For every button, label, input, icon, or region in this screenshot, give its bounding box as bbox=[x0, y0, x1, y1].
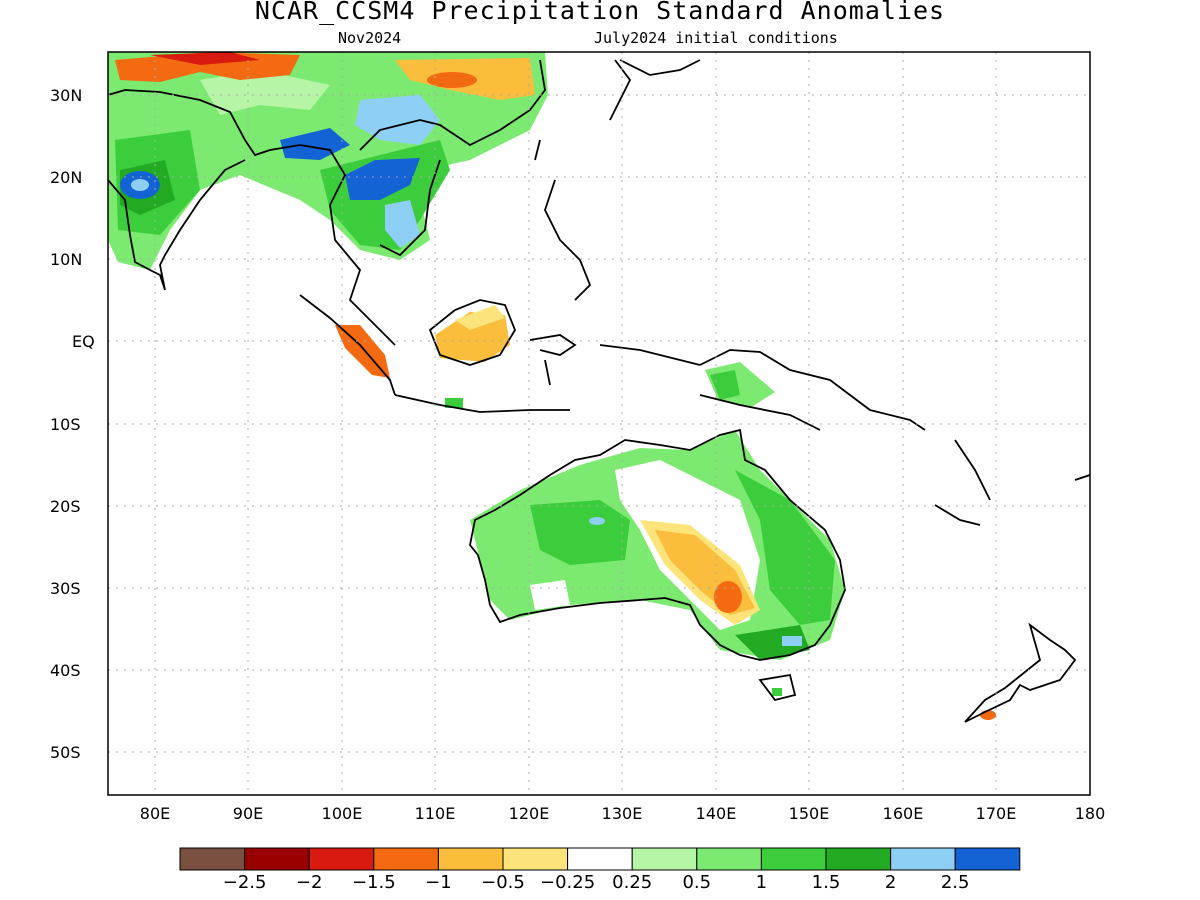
lat-label: 20N bbox=[50, 168, 83, 187]
colorbar-swatch bbox=[696, 847, 762, 871]
lon-label: 130E bbox=[601, 804, 643, 823]
lon-label: 160E bbox=[882, 804, 924, 823]
lon-label: 170E bbox=[975, 804, 1017, 823]
australia-se-light-blue bbox=[782, 636, 802, 646]
australia-south-white bbox=[530, 580, 570, 610]
borneo-orange bbox=[435, 312, 510, 362]
lon-label: 80E bbox=[139, 804, 171, 823]
colorbar-label: 2.5 bbox=[940, 872, 970, 893]
asia-light-green bbox=[200, 70, 330, 115]
himalaya-dark-red bbox=[150, 52, 260, 65]
tasmania-green bbox=[772, 688, 782, 696]
colorbar-label: 1.5 bbox=[811, 872, 841, 893]
colorbar-swatch bbox=[502, 847, 569, 871]
australia-light-blue bbox=[589, 517, 605, 525]
colorbar-swatch bbox=[373, 847, 439, 871]
colorbar-label: 2 bbox=[884, 872, 897, 893]
lon-label: 180 bbox=[1074, 804, 1106, 823]
colorbar-swatch bbox=[179, 847, 246, 871]
colorbar-swatch bbox=[437, 847, 504, 871]
initial-conditions: July2024 initial conditions bbox=[594, 29, 838, 47]
forecast-month: Nov2024 bbox=[338, 29, 402, 47]
lon-label: 90E bbox=[232, 804, 264, 823]
colorbar-label: −1.5 bbox=[351, 872, 396, 893]
lat-label: 10N bbox=[50, 250, 83, 269]
colorbar-swatch bbox=[825, 847, 892, 871]
lat-label: 40S bbox=[50, 661, 81, 680]
coastlines bbox=[108, 59, 1090, 723]
colorbar-swatch bbox=[308, 847, 375, 871]
colorbar-swatch bbox=[760, 847, 827, 871]
colorbar-label: −2.5 bbox=[222, 872, 267, 893]
tibet-blue bbox=[280, 128, 350, 160]
lat-label: 30N bbox=[50, 86, 83, 105]
colorbar-swatch bbox=[567, 847, 633, 871]
australia-orange-core bbox=[714, 581, 742, 613]
colorbar-label: 0.25 bbox=[612, 872, 653, 893]
colorbar-swatch bbox=[954, 847, 1021, 871]
lat-label: EQ bbox=[72, 332, 95, 351]
chart-title: NCAR_CCSM4 Precipitation Standard Anomal… bbox=[254, 0, 946, 25]
indochina-blue bbox=[345, 158, 420, 200]
lat-label: 50S bbox=[50, 743, 81, 762]
java-green bbox=[445, 398, 463, 408]
colorbar-label: −2 bbox=[295, 872, 323, 893]
australia-east-green bbox=[735, 470, 835, 625]
lat-label: 20S bbox=[50, 497, 81, 516]
lat-label: 30S bbox=[50, 579, 81, 598]
indochina-light-blue bbox=[385, 200, 420, 248]
png-dark-green bbox=[710, 370, 740, 400]
australia-west-green bbox=[530, 500, 630, 565]
china-orange-core bbox=[427, 72, 477, 88]
colorbar bbox=[179, 847, 1021, 871]
lon-label: 100E bbox=[321, 804, 363, 823]
australia-se-green bbox=[735, 625, 810, 660]
colorbar-swatch bbox=[890, 847, 956, 871]
colorbar-swatch bbox=[244, 847, 310, 871]
lon-label: 140E bbox=[695, 804, 737, 823]
colorbar-label: −0.25 bbox=[540, 872, 596, 893]
colorbar-label: 1 bbox=[755, 872, 768, 893]
lon-label: 150E bbox=[788, 804, 830, 823]
lon-label: 120E bbox=[508, 804, 550, 823]
colorbar-label: −1 bbox=[425, 872, 452, 893]
borneo-yellow bbox=[455, 305, 505, 330]
colorbar-swatch bbox=[631, 847, 698, 871]
colorbar-label: 0.5 bbox=[682, 872, 712, 893]
lon-label: 110E bbox=[414, 804, 456, 823]
lat-label: 10S bbox=[50, 415, 81, 434]
map-frame bbox=[107, 51, 1091, 796]
colorbar-label: −0.5 bbox=[481, 872, 525, 893]
